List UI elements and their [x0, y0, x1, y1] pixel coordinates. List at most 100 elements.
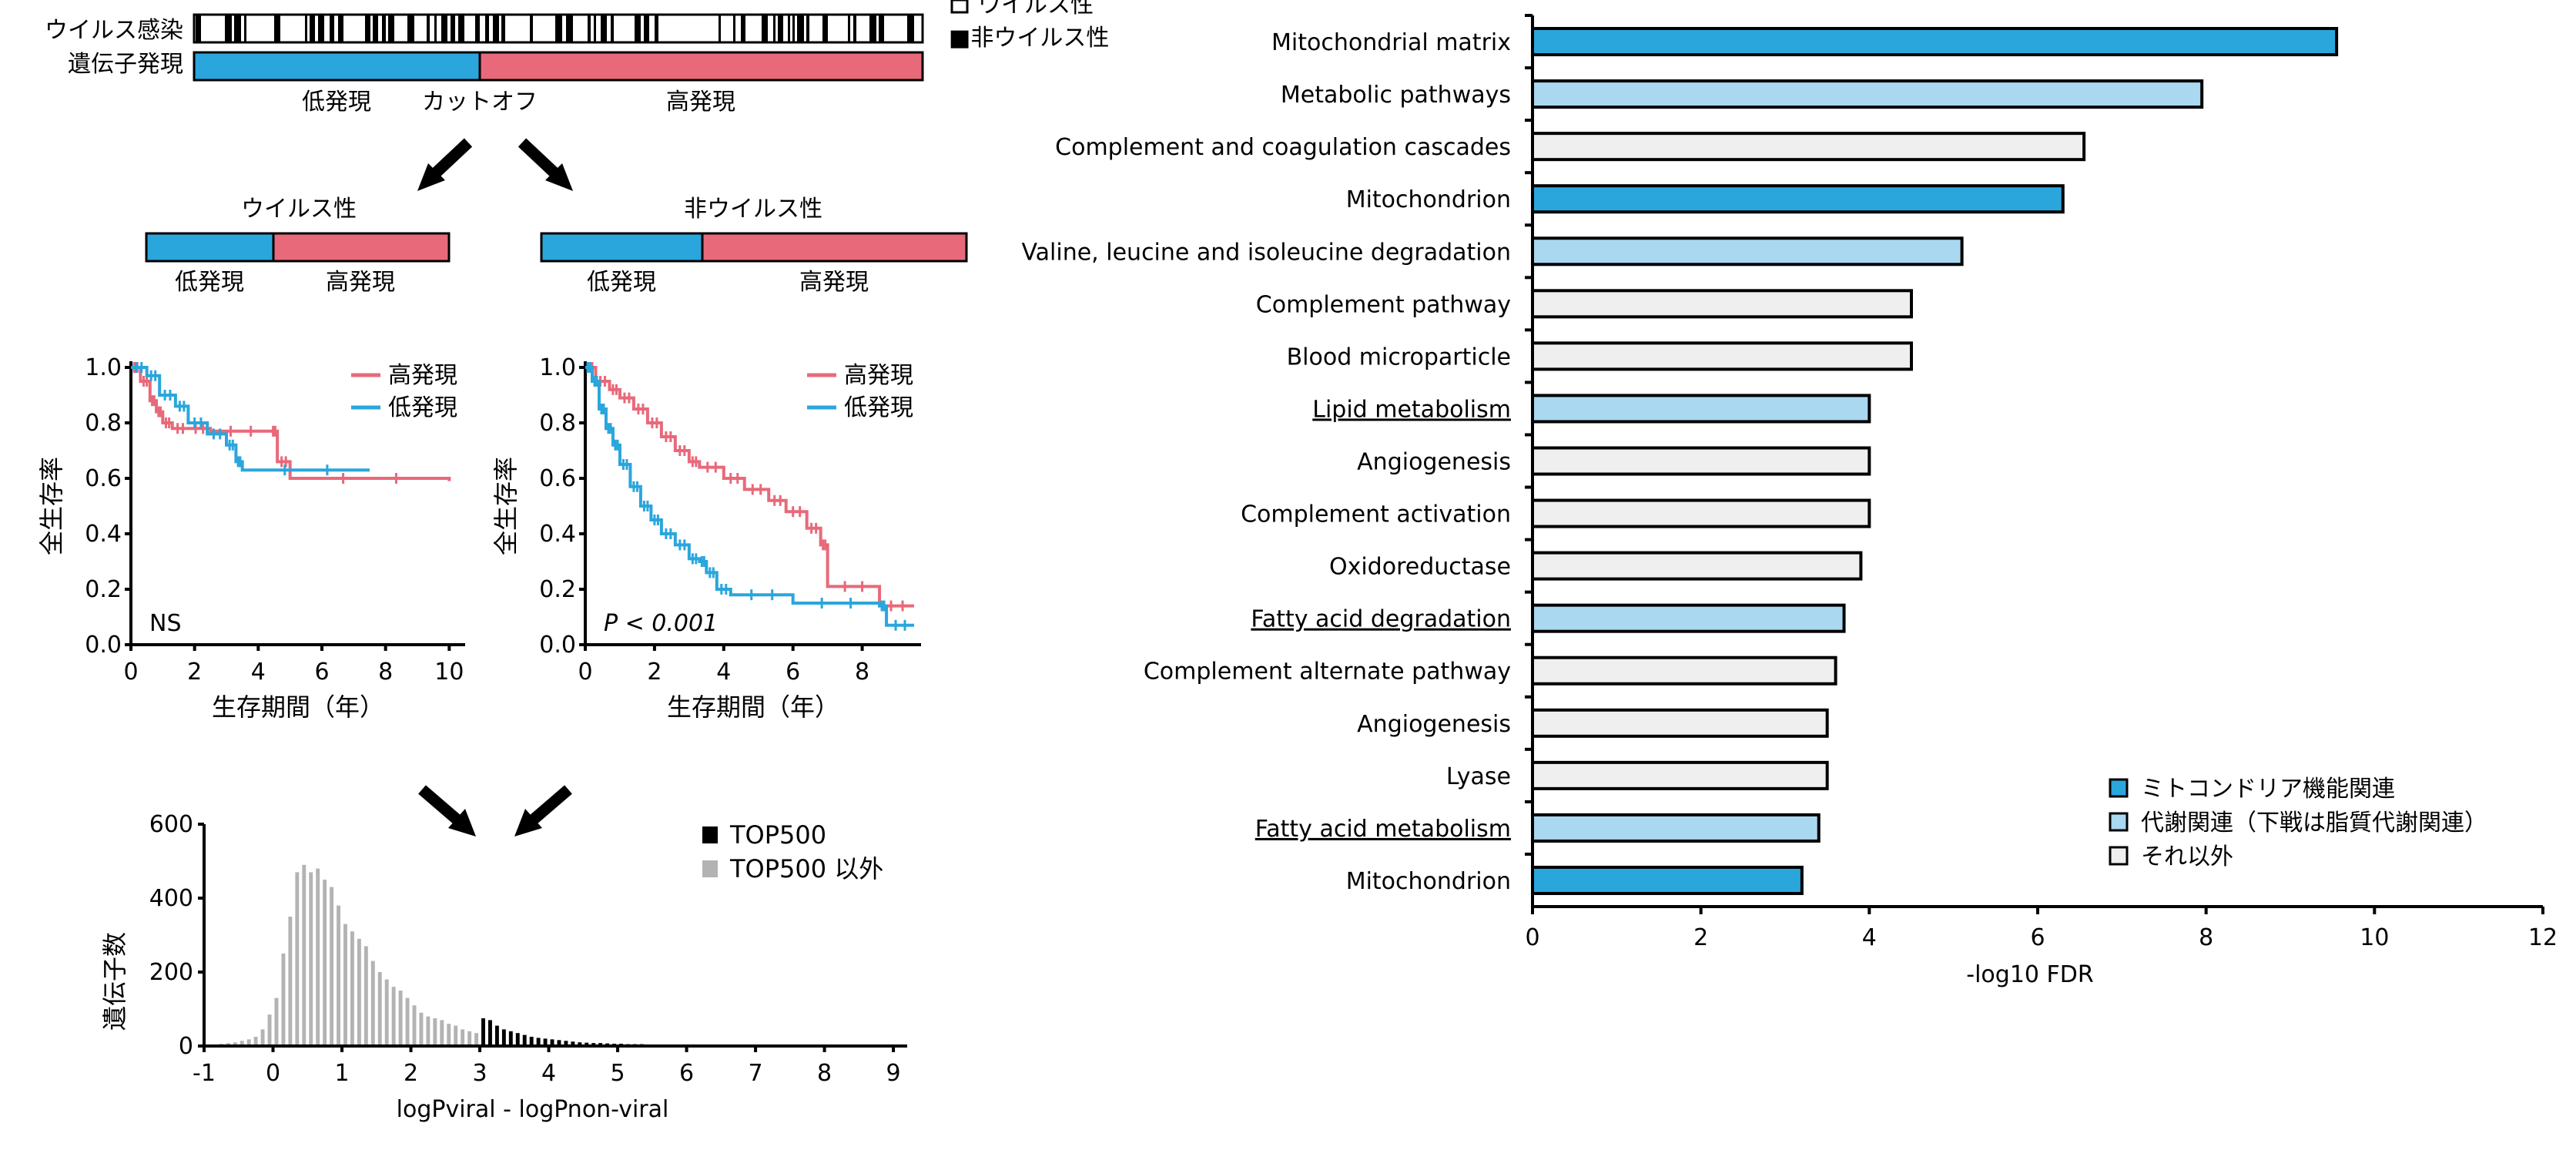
histogram-bar — [330, 887, 334, 1046]
histogram-bar — [433, 1018, 437, 1046]
x-tick-label: 4 — [1862, 924, 1877, 951]
fdr-bar-chart: Mitochondrial matrix Metabolic pathways Co… — [1021, 14, 2558, 988]
barcode-stripe — [373, 15, 378, 42]
x-axis-label: 生存期間（年） — [212, 692, 384, 722]
legend-viral: ウイルス性 — [950, 0, 1094, 18]
barcode-stripe — [806, 15, 809, 42]
fdr-bar — [1531, 865, 1804, 895]
arrow-to-viral — [417, 138, 473, 191]
histogram-bar — [467, 1031, 472, 1046]
histogram-bar — [426, 1016, 430, 1046]
barcode-stripe — [788, 15, 790, 42]
x-tick-label: 2 — [647, 659, 662, 686]
histogram-bar — [585, 1042, 589, 1046]
viral-bar-low — [145, 232, 275, 263]
category-label: Angiogenesis — [1357, 711, 1511, 738]
x-tick-label: -1 — [193, 1060, 216, 1087]
histogram-bar — [474, 1033, 479, 1046]
x-tick-label: 1 — [334, 1060, 349, 1087]
x-tick-label: 6 — [314, 659, 329, 686]
fdr-bar — [1531, 184, 2065, 214]
expression-label: 遺伝子発現 — [68, 51, 183, 78]
barcode-stripe — [493, 15, 499, 42]
x-tick-label: 8 — [2199, 924, 2213, 951]
expression-bar-low — [193, 51, 481, 82]
legend-label: 高発現 — [388, 362, 457, 389]
fdr-bar — [1531, 708, 1829, 738]
x-tick-label: 0 — [266, 1060, 280, 1087]
barcode-stripe — [382, 15, 386, 42]
y-tick-label: 0.4 — [85, 521, 122, 548]
barcode-stripe — [907, 15, 914, 42]
fdr-bar — [1531, 498, 1871, 528]
histogram-bar — [302, 864, 307, 1046]
category-label: Complement alternate pathway — [1144, 659, 1511, 686]
x-tick-label: 10 — [434, 659, 464, 686]
histogram-bar — [522, 1034, 527, 1046]
x-tick-label: 5 — [611, 1060, 625, 1087]
y-tick-label: 400 — [149, 885, 193, 912]
histogram-bar — [578, 1042, 582, 1046]
category-label: Fatty acid metabolism — [1255, 816, 1511, 843]
barcode-stripe — [427, 15, 430, 42]
barcode-stripe — [773, 15, 775, 42]
barcode-stripe — [234, 15, 241, 42]
km-plot-viral: 0.0 0.2 0.4 0.6 0.8 1.0 0 2 4 6 8 10 生存期間（年） 全生存率 NS 高発… — [37, 354, 465, 722]
barcode-stripe — [797, 15, 804, 42]
y-tick-label: 1.0 — [539, 354, 576, 381]
legend-swatch — [702, 826, 718, 843]
histogram-bar — [481, 1018, 485, 1046]
y-tick-label: 1.0 — [85, 354, 122, 381]
barcode-stripe — [741, 15, 745, 42]
barcode-stripe — [635, 15, 641, 42]
legend-label: 低発現 — [388, 394, 457, 421]
histogram-bar — [281, 954, 286, 1046]
y-axis-label: 遺伝子数 — [100, 932, 129, 1031]
viral-subgroup-title: ウイルス性 — [241, 196, 357, 223]
barcode-stripe — [330, 15, 334, 42]
histogram-bar — [384, 979, 389, 1046]
y-tick-label: 0.6 — [85, 465, 122, 492]
histogram-bar — [233, 1042, 237, 1046]
fdr-bar — [1531, 813, 1821, 843]
annotation: P < 0.001 — [604, 610, 718, 637]
category-label: Lipid metabolism — [1312, 396, 1511, 423]
barcode-stripe — [451, 15, 455, 42]
histogram-bar — [461, 1029, 465, 1046]
histogram-bar — [515, 1033, 520, 1046]
barcode-stripe — [822, 15, 828, 42]
y-tick-label: 0.0 — [539, 632, 576, 659]
km-curve-high — [585, 366, 915, 608]
histogram-bar — [316, 868, 320, 1046]
svg-text:ウイルス性: ウイルス性 — [978, 0, 1094, 18]
barcode-stripe — [318, 15, 324, 42]
x-axis-label: -log10 FDR — [1966, 961, 2093, 988]
barcode-stripe — [338, 15, 343, 42]
histogram-bar — [571, 1041, 575, 1046]
y-tick-label: 0.0 — [85, 632, 122, 659]
barcode-stripe — [441, 15, 447, 42]
nonviral-low-label: 低発現 — [587, 269, 656, 296]
nonviral-bar-low — [540, 232, 704, 263]
category-label: Angiogenesis — [1357, 449, 1511, 476]
category-label: Lyase — [1446, 763, 1511, 790]
y-tick-label: 0.2 — [539, 576, 576, 603]
fdr-bar — [1531, 132, 2086, 162]
fdr-bar — [1531, 760, 1829, 790]
histogram-bar — [370, 961, 375, 1046]
x-tick-label: 0 — [123, 659, 138, 686]
histogram-bar — [267, 1014, 272, 1046]
viral-bar-high — [272, 232, 451, 263]
barcode-stripe — [244, 15, 246, 42]
histogram-bar — [557, 1040, 561, 1046]
histogram-bar — [343, 924, 347, 1046]
x-tick-label: 6 — [786, 659, 800, 686]
barcode-stripe — [566, 15, 573, 42]
histogram-bar — [412, 1005, 417, 1046]
histogram-bar — [260, 1029, 265, 1046]
histogram-bar — [419, 1012, 424, 1046]
category-label: Oxidoreductase — [1329, 554, 1511, 581]
x-axis-label: 生存期間（年） — [667, 692, 839, 722]
